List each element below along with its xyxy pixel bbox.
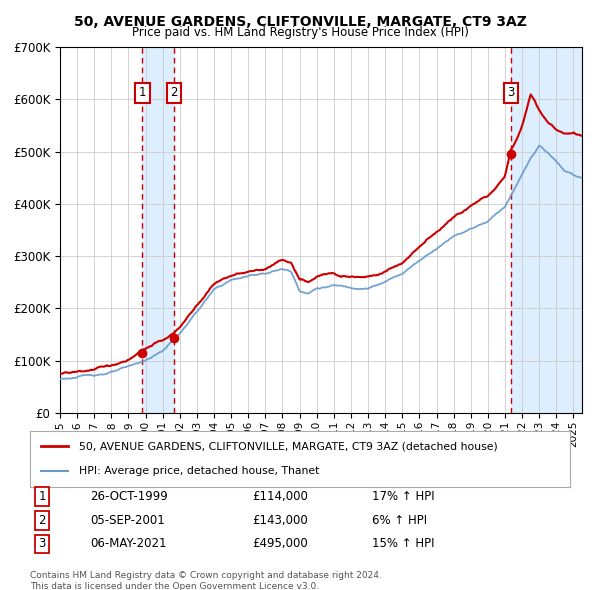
Text: 1: 1 <box>38 490 46 503</box>
Text: 3: 3 <box>38 537 46 550</box>
Bar <box>511 47 582 413</box>
Text: 05-SEP-2001: 05-SEP-2001 <box>90 514 165 527</box>
Text: Contains HM Land Registry data © Crown copyright and database right 2024.: Contains HM Land Registry data © Crown c… <box>30 571 382 579</box>
Bar <box>142 47 175 413</box>
Text: 50, AVENUE GARDENS, CLIFTONVILLE, MARGATE, CT9 3AZ (detached house): 50, AVENUE GARDENS, CLIFTONVILLE, MARGAT… <box>79 441 497 451</box>
Text: 06-MAY-2021: 06-MAY-2021 <box>90 537 167 550</box>
Text: 15% ↑ HPI: 15% ↑ HPI <box>372 537 434 550</box>
Text: £114,000: £114,000 <box>252 490 308 503</box>
Text: Price paid vs. HM Land Registry's House Price Index (HPI): Price paid vs. HM Land Registry's House … <box>131 26 469 39</box>
Text: £143,000: £143,000 <box>252 514 308 527</box>
Text: 2: 2 <box>170 86 178 100</box>
Text: 6% ↑ HPI: 6% ↑ HPI <box>372 514 427 527</box>
Text: 50, AVENUE GARDENS, CLIFTONVILLE, MARGATE, CT9 3AZ: 50, AVENUE GARDENS, CLIFTONVILLE, MARGAT… <box>74 15 526 29</box>
Text: 3: 3 <box>507 86 514 100</box>
Text: This data is licensed under the Open Government Licence v3.0.: This data is licensed under the Open Gov… <box>30 582 319 590</box>
Text: HPI: Average price, detached house, Thanet: HPI: Average price, detached house, Than… <box>79 466 319 476</box>
Text: £495,000: £495,000 <box>252 537 308 550</box>
Text: 17% ↑ HPI: 17% ↑ HPI <box>372 490 434 503</box>
Text: 1: 1 <box>139 86 146 100</box>
Text: 26-OCT-1999: 26-OCT-1999 <box>90 490 168 503</box>
Text: 2: 2 <box>38 514 46 527</box>
